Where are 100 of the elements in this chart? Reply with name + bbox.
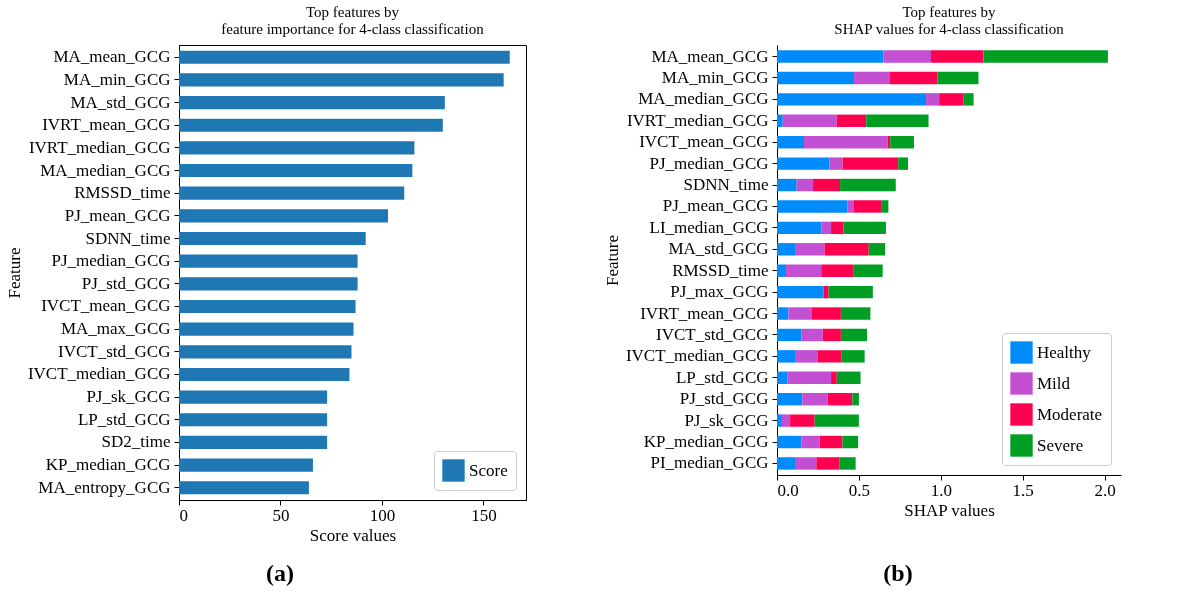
bar (777, 50, 884, 63)
bar (853, 200, 882, 213)
x-tick-label: 0.0 (777, 480, 799, 500)
bar (839, 457, 856, 470)
y-tick-label: IVCT_mean_GCG (41, 296, 171, 316)
y-tick-label: IVCT_mean_GCG (639, 132, 769, 152)
bar (890, 136, 914, 149)
legend-label: Mild (1037, 373, 1071, 393)
bar (829, 157, 843, 170)
bar (777, 71, 854, 85)
bar (831, 371, 837, 384)
text: (a) (265, 560, 295, 587)
bar (817, 350, 842, 363)
bar (836, 114, 867, 128)
y-tick-label: PJ_sk_GCG (86, 387, 171, 407)
bar (840, 307, 871, 320)
legend-label: Moderate (1037, 404, 1103, 424)
bar (890, 71, 938, 85)
bar (866, 114, 929, 128)
bar (777, 200, 848, 213)
bar (811, 307, 841, 320)
bar (824, 243, 869, 256)
y-tick-label: MA_entropy_GCG (38, 477, 171, 497)
bar (827, 392, 853, 406)
y-tick-label: PI_median_GCG (650, 453, 769, 473)
bar (983, 50, 1108, 63)
bar (853, 71, 891, 85)
bar (841, 350, 865, 363)
y-tick-label: RMSSD_time (672, 260, 769, 280)
y-tick-label: PJ_std_GCG (81, 273, 171, 293)
y-tick-label: PJ_mean_GCG (662, 196, 769, 216)
bar (831, 221, 844, 235)
bar (782, 114, 837, 128)
y-tick-label: LP_std_GCG (675, 367, 769, 387)
y-tick-label: RMSSD_time (74, 183, 171, 203)
y-tick-label: PJ_sk_GCG (684, 410, 769, 430)
y-tick-label: MA_max_GCG (60, 319, 171, 339)
bar (813, 178, 841, 192)
bar (847, 200, 854, 213)
y-tick-label: PJ_std_GCG (679, 389, 769, 409)
bar (777, 414, 782, 427)
y-tick-label: MA_mean_GCG (53, 47, 171, 67)
bar (883, 50, 931, 63)
y-tick-label: SDNN_time (85, 228, 171, 248)
bar (777, 435, 802, 449)
y-axis-title: Feature (4, 247, 24, 299)
bar (795, 457, 817, 470)
y-tick-label: IVRT_median_GCG (28, 137, 171, 157)
x-tick-label: 50 (272, 505, 290, 525)
bar (939, 93, 964, 106)
bar (821, 264, 854, 277)
y-tick-label: MA_std_GCG (70, 92, 171, 112)
y-tick-label: PJ_median_GCG (649, 153, 769, 173)
bar (777, 178, 797, 192)
y-tick-label: MA_min_GCG (661, 67, 769, 87)
bar (821, 221, 832, 235)
bar (777, 307, 789, 320)
bar (840, 178, 896, 192)
bar (898, 157, 909, 170)
x-axis-title: Score values (309, 525, 397, 545)
bar (823, 285, 829, 299)
legend-label: Severe (1037, 435, 1084, 455)
bar (937, 71, 979, 85)
x-tick-label: 0 (179, 505, 188, 525)
y-tick-label: MA_median_GCG (40, 160, 171, 180)
bar (777, 328, 802, 342)
bar (819, 435, 843, 449)
bar (843, 221, 886, 235)
bar (777, 114, 783, 128)
bar (786, 264, 822, 277)
y-tick-label: IVRT_mean_GCG (42, 115, 171, 135)
y-tick-label: KP_median_GCG (45, 455, 171, 475)
legend-label: Healthy (1037, 342, 1092, 362)
bar (842, 435, 859, 449)
bar (777, 392, 803, 406)
text: (b) (882, 560, 914, 587)
bar (777, 243, 796, 256)
y-tick-label: PJ_median_GCG (51, 251, 171, 271)
y-tick-label: SDNN_time (683, 175, 769, 195)
x-tick-label: 1.0 (930, 480, 952, 500)
bar (801, 435, 820, 449)
bar (930, 50, 984, 63)
bar (795, 243, 825, 256)
bar (868, 243, 886, 256)
bar (963, 93, 974, 106)
bar (881, 200, 889, 213)
bar (816, 457, 840, 470)
y-tick-label: MA_std_GCG (668, 239, 769, 259)
y-tick-label: IVCT_median_GCG (625, 346, 769, 366)
bar (777, 221, 822, 235)
x-tick-label: 100 (369, 505, 396, 525)
y-tick-label: MA_min_GCG (63, 69, 171, 89)
bar (814, 414, 859, 427)
bar (822, 328, 841, 342)
y-tick-label: IVCT_std_GCG (58, 341, 171, 361)
bar (777, 157, 830, 170)
bar (777, 264, 787, 277)
bar (828, 285, 873, 299)
x-tick-label: 0.5 (848, 480, 871, 500)
bar (790, 414, 815, 427)
